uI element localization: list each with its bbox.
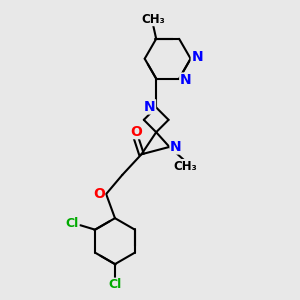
Text: N: N: [180, 73, 191, 87]
Text: O: O: [93, 187, 105, 201]
Text: Cl: Cl: [65, 217, 79, 230]
Text: N: N: [170, 140, 182, 154]
Text: O: O: [130, 124, 142, 139]
Text: CH₃: CH₃: [174, 160, 197, 172]
Text: N: N: [144, 100, 155, 114]
Text: N: N: [191, 50, 203, 64]
Text: CH₃: CH₃: [141, 13, 165, 26]
Text: Cl: Cl: [108, 278, 122, 291]
